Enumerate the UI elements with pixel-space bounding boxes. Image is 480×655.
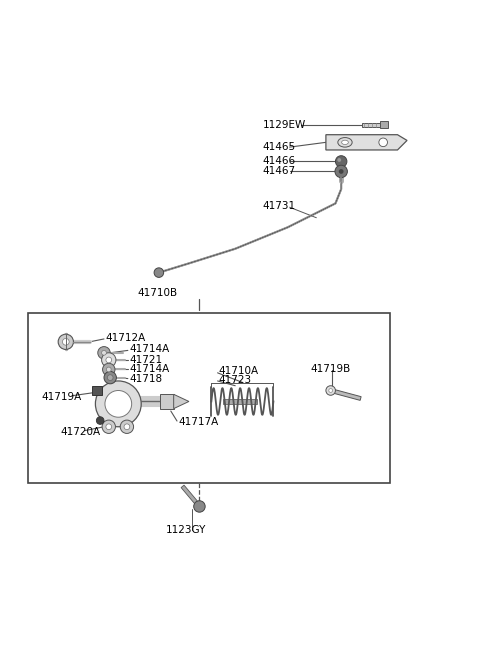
Bar bbox=[160, 394, 174, 409]
Circle shape bbox=[62, 339, 69, 345]
Bar bbox=[28, 313, 390, 483]
Text: 41466: 41466 bbox=[263, 157, 296, 166]
Text: 41714A: 41714A bbox=[129, 344, 169, 354]
Circle shape bbox=[102, 353, 116, 367]
Circle shape bbox=[107, 367, 111, 372]
Text: 41723: 41723 bbox=[218, 375, 252, 385]
Circle shape bbox=[96, 381, 141, 427]
Circle shape bbox=[194, 500, 205, 512]
Text: 41731: 41731 bbox=[263, 201, 296, 211]
Text: 41717A: 41717A bbox=[178, 417, 218, 427]
Circle shape bbox=[103, 364, 115, 376]
Text: 1123GY: 1123GY bbox=[166, 525, 206, 535]
Text: 41465: 41465 bbox=[263, 142, 296, 152]
Circle shape bbox=[379, 138, 387, 147]
Text: 41719A: 41719A bbox=[41, 392, 81, 402]
Polygon shape bbox=[174, 394, 189, 409]
Bar bbox=[380, 121, 388, 128]
Circle shape bbox=[98, 346, 110, 359]
Bar bbox=[92, 386, 102, 395]
Bar bbox=[362, 122, 380, 126]
Ellipse shape bbox=[342, 140, 348, 145]
Text: 41467: 41467 bbox=[263, 166, 296, 176]
Ellipse shape bbox=[338, 138, 352, 147]
Circle shape bbox=[339, 169, 344, 174]
Bar bbox=[330, 388, 361, 400]
Text: 41721: 41721 bbox=[129, 355, 162, 365]
Bar bbox=[223, 399, 257, 404]
Circle shape bbox=[96, 417, 104, 424]
Circle shape bbox=[108, 375, 113, 381]
Circle shape bbox=[104, 371, 116, 384]
Circle shape bbox=[124, 424, 130, 430]
Circle shape bbox=[102, 350, 107, 355]
Text: 1129EW: 1129EW bbox=[263, 120, 306, 130]
Circle shape bbox=[337, 158, 341, 162]
Text: 41714A: 41714A bbox=[129, 364, 169, 375]
Text: 41710A: 41710A bbox=[218, 366, 259, 377]
Circle shape bbox=[102, 420, 116, 434]
Bar bbox=[181, 485, 201, 508]
Circle shape bbox=[58, 334, 73, 350]
Circle shape bbox=[326, 386, 336, 395]
Text: 41719B: 41719B bbox=[311, 364, 351, 374]
Text: 41710B: 41710B bbox=[137, 288, 178, 298]
Text: 41718: 41718 bbox=[129, 373, 162, 384]
Text: 41720A: 41720A bbox=[60, 426, 101, 436]
Circle shape bbox=[329, 388, 333, 392]
Circle shape bbox=[336, 156, 347, 167]
Circle shape bbox=[335, 165, 348, 178]
Circle shape bbox=[106, 357, 112, 363]
Polygon shape bbox=[326, 135, 407, 150]
Circle shape bbox=[105, 390, 132, 417]
Circle shape bbox=[154, 268, 164, 277]
Text: 41712A: 41712A bbox=[106, 333, 145, 343]
Circle shape bbox=[106, 424, 112, 430]
Circle shape bbox=[120, 420, 133, 434]
